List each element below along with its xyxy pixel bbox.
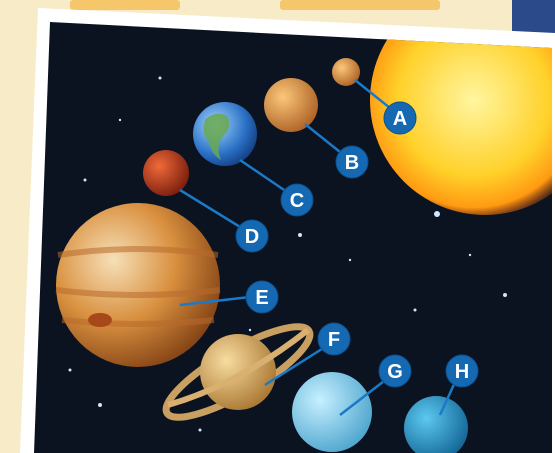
planet-label: H: [446, 355, 478, 387]
planet-label: C: [281, 184, 313, 216]
label-letter: H: [455, 361, 469, 383]
label-letter: C: [290, 190, 304, 212]
tab: [70, 0, 180, 10]
label-letter: F: [328, 329, 340, 351]
planet-label: D: [236, 220, 268, 252]
planet-label: B: [336, 146, 368, 178]
page: ABCDEFGH {"planet_labels": ["A", "B", "C…: [0, 0, 555, 453]
planet-label: A: [384, 102, 416, 134]
space-scene: [0, 0, 555, 453]
label-letter: E: [255, 287, 268, 309]
planet-label: E: [246, 281, 278, 313]
label-letter: A: [393, 108, 407, 130]
planet-label: F: [318, 323, 350, 355]
label-letter: D: [245, 226, 259, 248]
tab: [280, 0, 440, 10]
planet-label: G: [379, 355, 411, 387]
label-letter: B: [345, 152, 359, 174]
label-letter: G: [387, 361, 403, 383]
illustration: A B C D E F G H: [0, 0, 555, 453]
